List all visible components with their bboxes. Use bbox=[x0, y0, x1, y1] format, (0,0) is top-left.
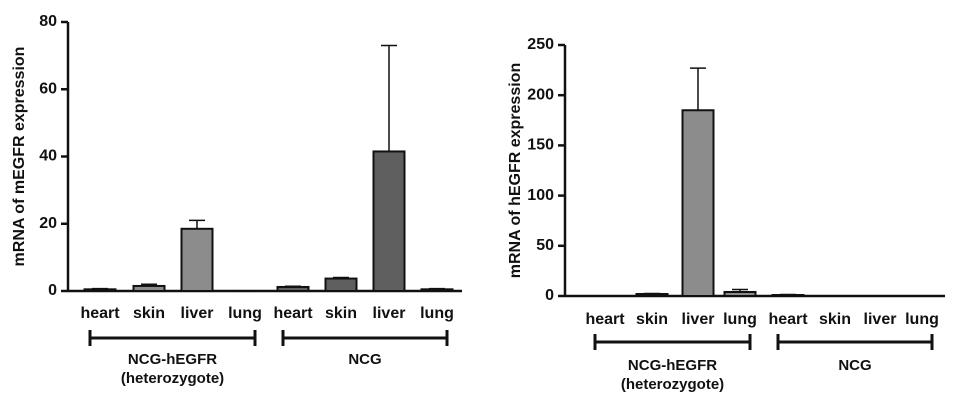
x-tick-label: heart bbox=[768, 311, 808, 328]
error-bar bbox=[732, 288, 748, 292]
y-tick-label: 250 bbox=[527, 36, 554, 53]
error-bar bbox=[333, 276, 349, 279]
y-tick-label: 80 bbox=[39, 13, 57, 30]
x-tick-label: lung bbox=[228, 305, 262, 322]
y-tick-label: 50 bbox=[536, 237, 554, 254]
y-tick-label: 200 bbox=[527, 86, 554, 103]
group-bracket bbox=[281, 330, 449, 346]
x-tick-label: lung bbox=[905, 311, 939, 328]
y-axis-title: mRNA of hEGFR expression bbox=[507, 63, 524, 278]
bar bbox=[276, 285, 310, 292]
y-tick-label: 40 bbox=[39, 148, 57, 165]
y-axis-title: mRNA of mEGFR expression bbox=[11, 47, 28, 267]
error-bar bbox=[285, 285, 301, 288]
group-bracket bbox=[776, 334, 934, 350]
group-label: NCG bbox=[838, 357, 872, 374]
y-tick-label: 60 bbox=[39, 80, 57, 97]
error-bar bbox=[92, 287, 108, 290]
x-tick-label: lung bbox=[420, 305, 454, 322]
bar bbox=[83, 288, 117, 293]
bar bbox=[635, 292, 669, 298]
group-bracket bbox=[593, 334, 752, 350]
x-tick-label: skin bbox=[636, 311, 668, 328]
bar bbox=[180, 227, 214, 292]
error-bar bbox=[141, 283, 157, 286]
y-tick-label: 100 bbox=[527, 187, 554, 204]
x-tick-label: liver bbox=[682, 311, 715, 328]
x-tick-label: heart bbox=[80, 305, 120, 322]
x-tick-label: skin bbox=[133, 305, 165, 322]
error-bar bbox=[780, 293, 796, 296]
y-tick-label: 150 bbox=[527, 137, 554, 154]
bar bbox=[723, 290, 757, 298]
group-label: NCG-hEGFR (heterozygote) bbox=[620, 357, 725, 393]
x-tick-label: heart bbox=[273, 305, 313, 322]
error-bar bbox=[381, 44, 397, 152]
group-label: NCG bbox=[348, 351, 382, 368]
error-bar bbox=[690, 67, 706, 111]
x-tick-label: liver bbox=[181, 305, 214, 322]
error-bar bbox=[429, 287, 445, 290]
y-tick-label: 20 bbox=[39, 215, 57, 232]
group-bracket bbox=[88, 330, 257, 346]
group-label: NCG-hEGFR (heterozygote) bbox=[120, 351, 225, 387]
y-tick-label: 0 bbox=[545, 287, 554, 304]
bar bbox=[420, 288, 454, 293]
x-tick-label: heart bbox=[585, 311, 625, 328]
x-tick-label: liver bbox=[373, 305, 406, 322]
x-tick-label: lung bbox=[723, 311, 757, 328]
x-tick-label: skin bbox=[819, 311, 851, 328]
y-tick-label: 0 bbox=[48, 282, 57, 299]
error-bar bbox=[644, 292, 660, 295]
bar bbox=[372, 150, 406, 292]
bar bbox=[681, 109, 715, 298]
bar bbox=[324, 277, 358, 292]
bar bbox=[132, 284, 166, 292]
x-tick-label: liver bbox=[864, 311, 897, 328]
x-tick-label: skin bbox=[325, 305, 357, 322]
error-bar bbox=[189, 219, 205, 229]
